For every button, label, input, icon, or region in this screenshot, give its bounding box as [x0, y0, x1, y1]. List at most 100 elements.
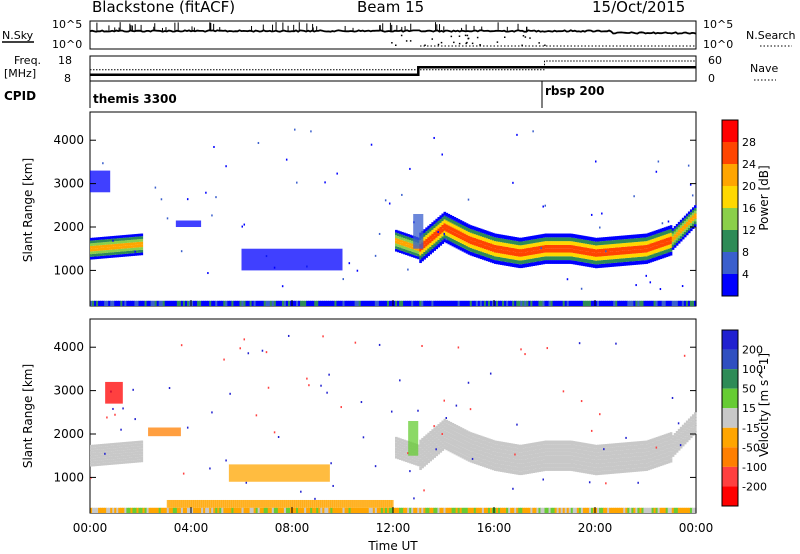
band-cell	[685, 428, 689, 432]
band-cell	[582, 461, 586, 466]
band-cell	[118, 238, 121, 241]
band-cell	[475, 460, 479, 465]
speckle	[213, 145, 215, 148]
band-cell	[663, 434, 667, 439]
band-cell	[399, 451, 402, 455]
band-cell	[512, 244, 515, 249]
band-cell	[592, 241, 596, 246]
scatter-cell	[205, 499, 208, 508]
band-cell	[599, 256, 602, 261]
band-cell	[691, 419, 695, 423]
band-cell	[631, 238, 634, 243]
scatter-cell	[287, 507, 291, 513]
speckle	[296, 181, 298, 184]
speckle	[134, 250, 136, 253]
band-cell	[625, 235, 628, 240]
band-cell	[544, 463, 548, 468]
band-cell	[516, 444, 519, 449]
scatter-cell	[138, 507, 142, 513]
band-cell	[556, 448, 560, 452]
band-cell	[584, 469, 588, 474]
band-cell	[431, 448, 434, 453]
band-cell	[487, 246, 491, 251]
noise-traces	[89, 22, 697, 47]
band-cell	[102, 457, 105, 461]
scatter-cell	[560, 300, 564, 306]
band-cell	[399, 236, 402, 240]
scatter-cell	[166, 300, 170, 306]
band-cell	[102, 244, 105, 248]
speckle	[160, 198, 163, 201]
band-cell	[683, 425, 687, 429]
band-cell	[595, 237, 598, 242]
band-cell	[518, 256, 521, 261]
band-cell	[399, 449, 402, 452]
band-cell	[114, 461, 117, 465]
band-cell	[502, 257, 505, 262]
band-cell	[459, 223, 463, 228]
band-cell	[516, 241, 519, 245]
band-cell	[580, 453, 584, 458]
scatter-cell	[425, 507, 428, 513]
band-cell	[427, 225, 430, 230]
band-cell	[124, 450, 127, 453]
band-cell	[124, 251, 127, 254]
band-cell	[572, 253, 576, 257]
speckle	[225, 165, 227, 168]
band-cell	[508, 243, 511, 248]
scatter-cell	[114, 507, 117, 513]
band-cell	[538, 257, 542, 262]
scatter-cell	[199, 507, 202, 513]
band-cell	[421, 437, 424, 442]
band-cell	[126, 253, 129, 257]
band-cell	[667, 244, 671, 249]
band-cell	[128, 250, 131, 254]
n-search-dot	[400, 34, 403, 37]
band-cell	[395, 436, 398, 440]
band-cell	[463, 444, 467, 449]
band-cell	[94, 256, 97, 260]
band-cell	[693, 428, 697, 432]
band-cell	[623, 258, 626, 263]
band-cell	[615, 469, 618, 474]
speckle	[112, 407, 114, 410]
band-cell	[536, 464, 540, 469]
band-cell	[613, 259, 616, 263]
band-cell	[130, 239, 134, 243]
band-cell	[621, 235, 624, 240]
scatter-cell	[498, 507, 501, 513]
band-cell	[655, 230, 659, 234]
scatter-cell	[138, 300, 142, 306]
band-cell	[447, 447, 451, 452]
band-cell	[479, 439, 483, 444]
band-cell	[601, 455, 604, 460]
band-cell	[118, 450, 121, 454]
scatter-cell	[627, 300, 630, 306]
scatter-cell	[556, 300, 560, 306]
scatter-cell	[603, 507, 606, 513]
scatter-cell	[597, 300, 600, 306]
band-cell	[479, 443, 483, 448]
band-cell	[580, 262, 584, 266]
band-cell	[584, 458, 588, 463]
band-cell	[524, 259, 527, 264]
band-cell	[530, 258, 533, 263]
scatter-cell	[534, 300, 538, 306]
band-cell	[427, 244, 430, 249]
scatter-cell	[310, 507, 313, 513]
band-cell	[423, 455, 426, 459]
band-cell	[100, 446, 103, 450]
band-cell	[584, 454, 588, 459]
band-cell	[635, 464, 639, 468]
band-cell	[504, 258, 507, 262]
band-cell	[605, 455, 608, 460]
band-cell	[120, 254, 123, 257]
band-cell	[140, 448, 144, 452]
band-cell	[427, 237, 430, 241]
band-cell	[498, 238, 501, 242]
scatter-cell	[502, 300, 505, 306]
band-cell	[504, 261, 507, 266]
scatter-cell	[229, 499, 232, 508]
